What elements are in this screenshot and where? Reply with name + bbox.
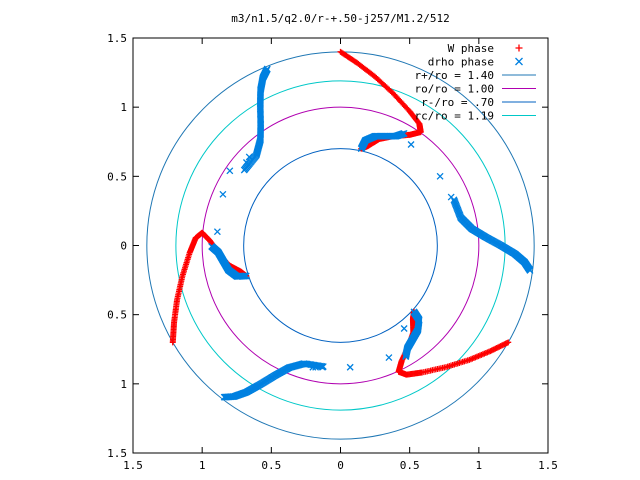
drho-phase-point <box>213 228 221 236</box>
drho-phase-point <box>208 242 216 250</box>
drho-phase-point <box>245 153 253 161</box>
y-tick-label: 1 <box>120 378 127 391</box>
y-tick-label: 0.5 <box>107 170 127 183</box>
drho-phase-point <box>400 325 408 332</box>
reference-circle <box>243 148 438 343</box>
drho-phase-point <box>309 363 317 371</box>
drho-phase-point <box>407 141 415 148</box>
drho-phase-point <box>447 193 455 201</box>
x-tick-label: 1 <box>476 459 483 472</box>
legend-label: ro/ro = 1.00 <box>415 83 494 96</box>
drho-phase-point <box>402 353 410 361</box>
reference-circle <box>201 106 480 385</box>
x-tick-label: 0 <box>337 459 344 472</box>
x-tick-label: 0.5 <box>400 459 420 472</box>
chart-title: m3/n1.5/q2.0/r-+.50-j257/M1.2/512 <box>231 12 450 25</box>
drho-phase-point <box>219 190 227 198</box>
legend-label: W phase <box>448 42 494 55</box>
y-tick-label: 1 <box>120 101 127 114</box>
data-series <box>169 48 534 401</box>
x-tick-label: 1.5 <box>538 459 558 472</box>
drho-phase-point <box>319 363 326 371</box>
legend-label: rc/ro = 1.19 <box>415 110 494 123</box>
drho-phase-point <box>312 363 320 371</box>
x-tick-label: 1 <box>199 459 206 472</box>
drho-phase-point <box>226 167 234 175</box>
y-tick-label: 0 <box>120 240 127 253</box>
legend-label: drho phase <box>428 56 494 69</box>
axis-ticks: 1.5 1 0.5 0 0.5 1 1.51.510.500.511.5 <box>107 32 558 472</box>
drho-phase-point <box>515 57 523 66</box>
legend-label: r-/ro = .70 <box>421 96 494 109</box>
reference-circle <box>175 80 506 411</box>
x-tick-label: 1.5 <box>123 459 143 472</box>
y-tick-label: 1.5 <box>107 32 127 45</box>
drho-phase-point <box>220 393 228 401</box>
y-tick-label: 1.5 <box>107 447 127 460</box>
drho-phase-point <box>242 159 250 166</box>
drho-phase-point <box>400 129 408 137</box>
y-tick-label: 0.5 <box>107 309 127 322</box>
series-drho-phase <box>208 65 534 401</box>
drho-phase-point <box>346 363 354 371</box>
drho-phase-point <box>436 172 444 180</box>
legend-label: r+/ro = 1.40 <box>415 69 494 82</box>
drho-phase-point <box>526 266 534 274</box>
drho-phase-point <box>263 65 271 73</box>
drho-phase-point <box>385 354 393 362</box>
x-tick-label: 0.5 <box>261 459 281 472</box>
w-phase-point <box>515 44 523 52</box>
